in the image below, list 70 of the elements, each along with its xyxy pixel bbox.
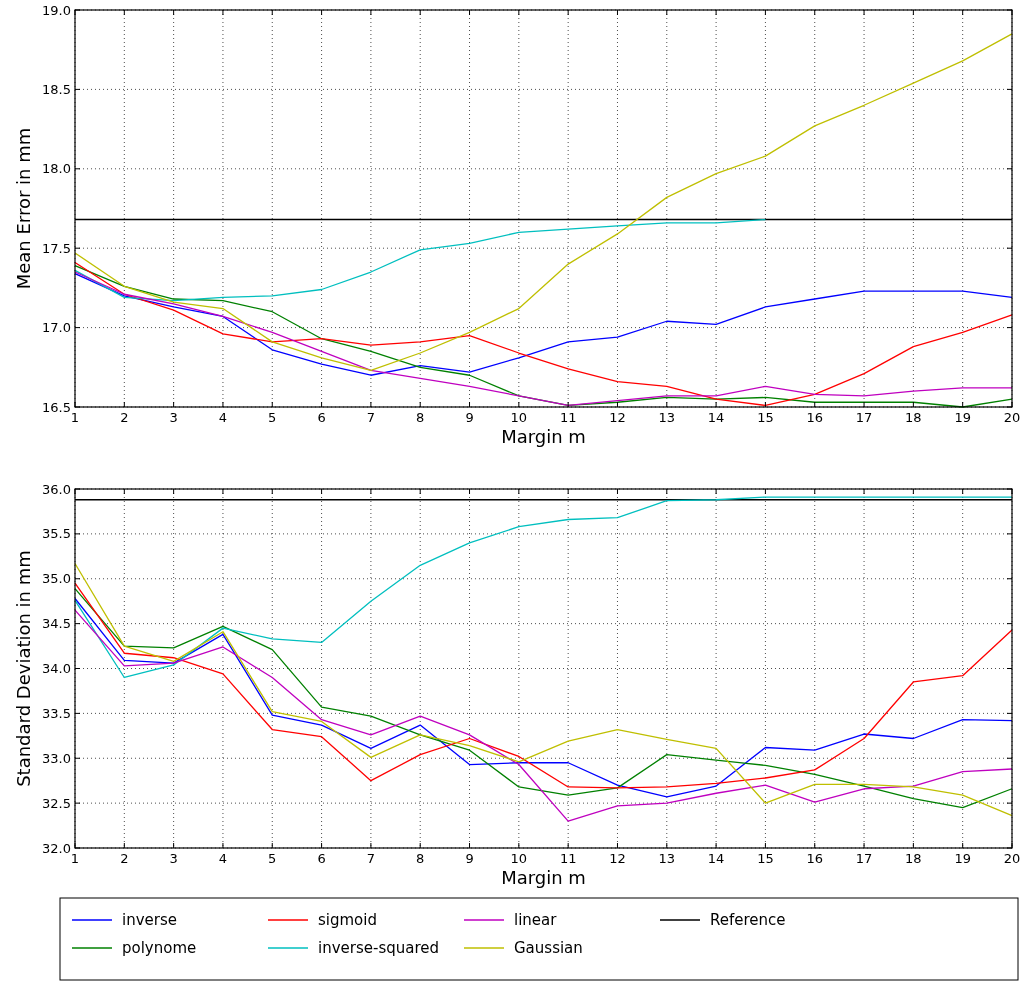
x-tick-label: 17 — [855, 851, 873, 866]
x-tick-label: 6 — [317, 410, 326, 425]
x-tick-label: 16 — [806, 410, 824, 425]
y-tick-label: 17.5 — [42, 240, 71, 256]
x-tick-label: 3 — [169, 410, 178, 425]
x-tick-label: 20 — [1003, 851, 1021, 866]
y-tick-label: 17.0 — [42, 320, 71, 336]
x-tick-label: 15 — [757, 851, 774, 866]
y-tick-label: 36.0 — [42, 481, 71, 497]
legend-label: Reference — [710, 911, 786, 930]
x-tick-label: 8 — [416, 410, 425, 425]
legend-label: sigmoid — [318, 911, 377, 930]
line-series — [74, 272, 1013, 376]
x-tick-label: 13 — [658, 851, 676, 866]
x-tick-label: 14 — [707, 851, 725, 866]
legend-label: linear — [514, 911, 558, 930]
y-tick-label: 35.0 — [42, 571, 71, 587]
x-tick-label: 14 — [707, 410, 725, 425]
x-tick-label: 11 — [559, 851, 577, 866]
x-tick-label: 7 — [366, 851, 376, 866]
y-tick-label: 35.5 — [42, 526, 71, 542]
x-tick-label: 10 — [510, 410, 528, 425]
x-tick-label: 4 — [218, 851, 228, 866]
x-tick-label: 19 — [954, 410, 971, 425]
y-tick-label: 32.5 — [42, 795, 71, 811]
x-axis-title: Margin m — [501, 426, 586, 447]
x-tick-label: 12 — [609, 410, 626, 425]
y-axis-title: Mean Error in mm — [13, 127, 34, 290]
y-tick-label: 16.5 — [42, 399, 71, 415]
line-series — [74, 33, 1013, 372]
x-axis-title: Margin m — [501, 867, 586, 888]
y-tick-label: 33.5 — [42, 705, 71, 721]
line-series — [74, 496, 1013, 679]
x-tick-label: 6 — [317, 851, 326, 866]
x-tick-label: 18 — [905, 851, 922, 866]
x-tick-label: 1 — [70, 851, 80, 866]
x-tick-label: 18 — [905, 410, 922, 425]
y-tick-label: 34.0 — [42, 661, 71, 677]
x-tick-label: 13 — [658, 410, 676, 425]
x-tick-label: 5 — [268, 410, 277, 425]
x-tick-label: 16 — [806, 851, 824, 866]
x-tick-label: 19 — [954, 851, 971, 866]
line-series — [74, 218, 767, 302]
legend-label: Gaussian — [514, 939, 583, 958]
x-tick-label: 9 — [465, 851, 474, 866]
x-tick-label: 10 — [510, 851, 528, 866]
x-tick-label: 12 — [609, 851, 626, 866]
legend-label: polynome — [122, 939, 197, 958]
x-tick-label: 1 — [70, 410, 80, 425]
y-tick-label: 33.0 — [42, 750, 71, 766]
y-tick-label: 34.5 — [42, 616, 71, 632]
y-axis-title: Standard Deviation in mm — [13, 550, 34, 787]
y-tick-label: 18.5 — [42, 81, 71, 97]
x-tick-label: 17 — [855, 410, 873, 425]
x-tick-label: 3 — [169, 851, 178, 866]
x-tick-label: 8 — [416, 851, 425, 866]
x-tick-label: 2 — [120, 410, 129, 425]
x-tick-label: 4 — [218, 410, 228, 425]
x-tick-label: 15 — [757, 410, 774, 425]
y-tick-label: 19.0 — [42, 2, 71, 18]
y-tick-label: 18.0 — [42, 161, 71, 177]
x-tick-label: 9 — [465, 410, 474, 425]
x-tick-label: 5 — [268, 851, 277, 866]
legend-label: inverse — [122, 911, 177, 930]
x-tick-label: 7 — [366, 410, 376, 425]
x-tick-label: 20 — [1003, 410, 1021, 425]
x-tick-label: 11 — [559, 410, 577, 425]
y-tick-label: 32.0 — [42, 840, 71, 856]
legend-label: inverse-squared — [318, 939, 440, 958]
x-tick-label: 2 — [120, 851, 129, 866]
